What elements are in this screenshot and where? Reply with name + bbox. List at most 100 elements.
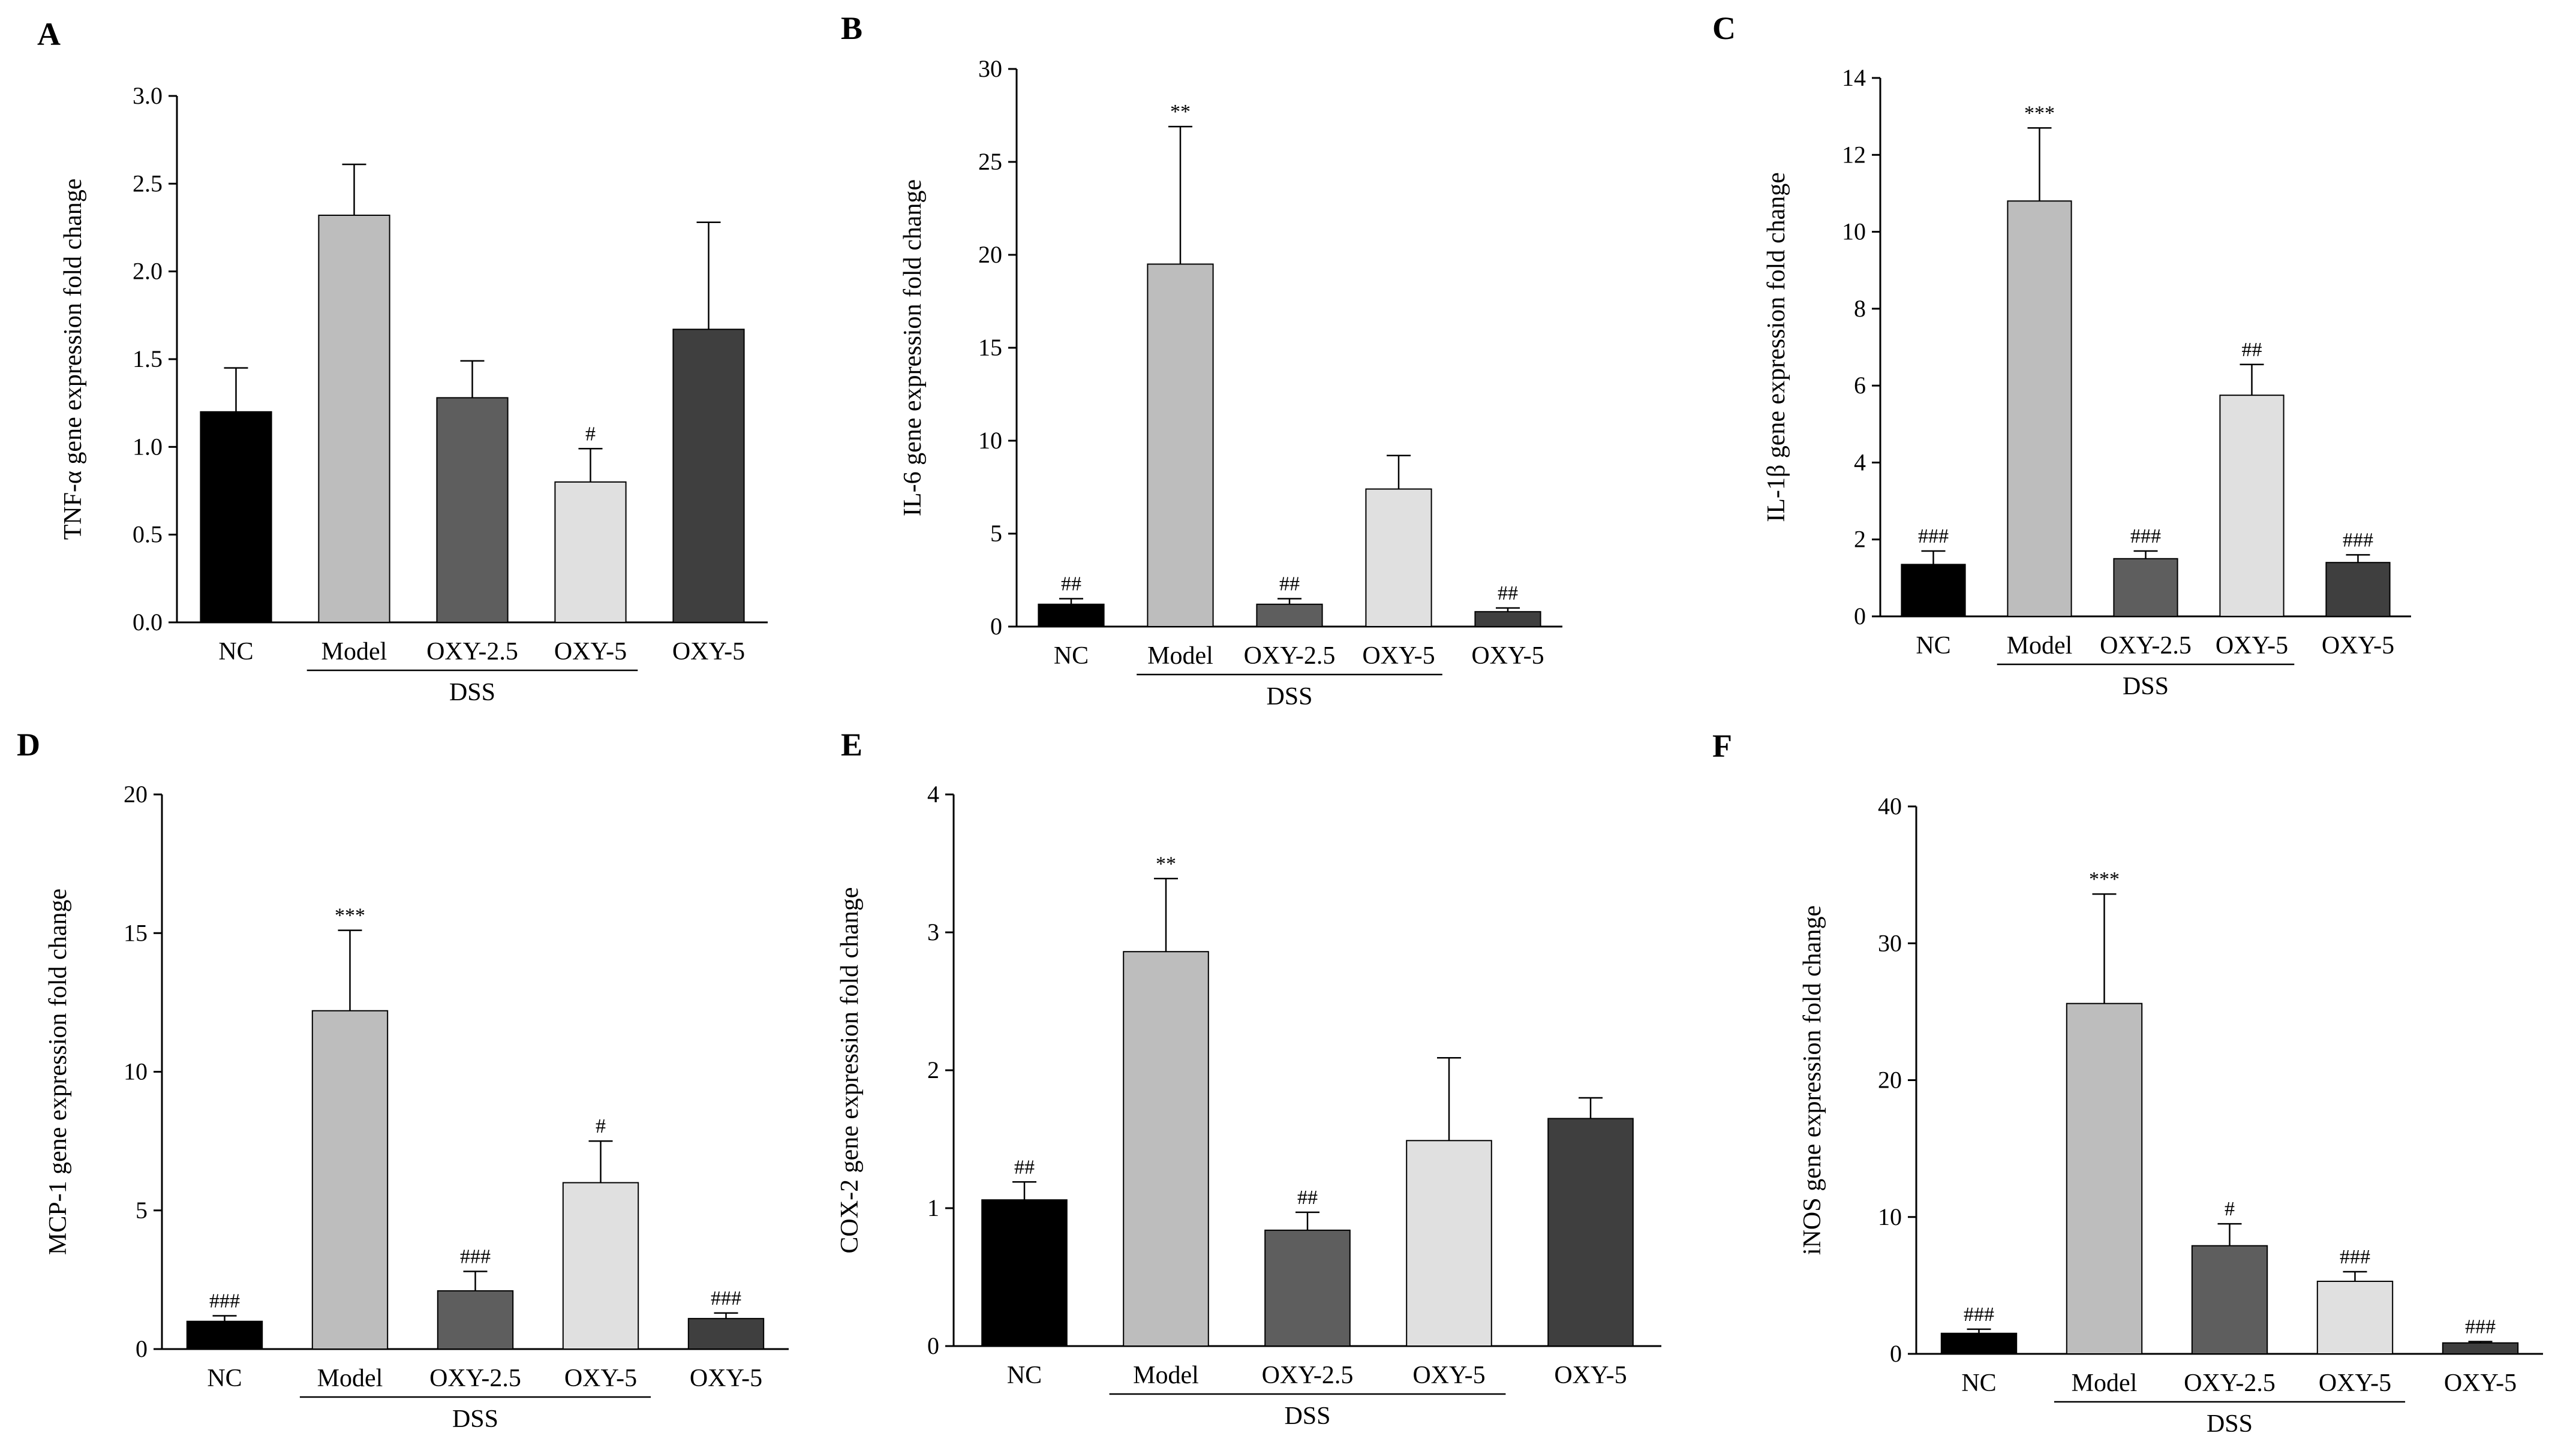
y-tick-label: 15 [124, 919, 148, 946]
y-tick-label: 2.5 [133, 170, 163, 197]
y-tick-label: 10 [1878, 1203, 1902, 1230]
group-label: DSS [1284, 1402, 1330, 1430]
significance-label: ## [1061, 573, 1081, 595]
x-tick-label: Model [1147, 642, 1213, 670]
significance-label: ### [2130, 525, 2161, 547]
y-tick-label: 2 [927, 1056, 939, 1083]
significance-label: *** [2089, 868, 2120, 890]
y-tick-label: 2 [1854, 526, 1866, 553]
y-tick-label: 12 [1842, 141, 1866, 168]
x-tick-label: OXY-2.5 [1244, 642, 1336, 670]
group-label: DSS [1266, 683, 1312, 711]
bar [1264, 1229, 1351, 1347]
bar [2219, 395, 2285, 618]
x-tick-label: NC [207, 1365, 242, 1392]
bar [2325, 562, 2391, 618]
significance-label: ## [1279, 573, 1300, 595]
significance-label: ### [2343, 529, 2373, 551]
x-tick-label: NC [1916, 632, 1950, 660]
x-tick-label: Model [2007, 632, 2073, 660]
significance-label: ### [2340, 1246, 2370, 1268]
x-tick-label: OXY-5 [2319, 1369, 2391, 1397]
chart-panel-d: D 0 5 10 15 20 MCP-1 gene expression fold chan… [17, 727, 789, 1433]
bar [1123, 951, 1209, 1347]
x-tick-label: OXY-5 [1412, 1362, 1485, 1389]
y-tick-label: 4 [1854, 448, 1866, 475]
panel-letter: D [17, 727, 40, 763]
x-tick-label: NC [1961, 1369, 1996, 1397]
y-axis-title: COX-2 gene expression fold change [836, 887, 864, 1253]
y-tick-label: 6 [1854, 372, 1866, 399]
bar [2066, 1003, 2143, 1355]
bar [1474, 611, 1541, 628]
bar [437, 1290, 514, 1350]
group-label: DSS [2123, 673, 2169, 700]
bar [1256, 603, 1323, 627]
significance-label: ** [1170, 101, 1191, 123]
x-tick-label: OXY-5 [554, 638, 627, 666]
y-tick-label: 10 [1842, 218, 1866, 245]
y-tick-label: 40 [1878, 793, 1902, 820]
y-tick-label: 10 [978, 427, 1002, 454]
bar [1365, 488, 1432, 627]
y-tick-label: 14 [1842, 64, 1866, 91]
x-tick-label: OXY-2.5 [1262, 1362, 1354, 1389]
bar [562, 1182, 639, 1350]
x-tick-label: OXY-5 [1471, 642, 1544, 670]
chart-panel-a: A 0.0 0.5 1.0 1.5 2.0 2.5 3.0 TNF-α gene express… [37, 16, 768, 706]
bar [672, 329, 745, 623]
bar [200, 411, 272, 623]
y-tick-label: 8 [1854, 295, 1866, 322]
y-tick-label: 20 [978, 241, 1002, 268]
group-label: DSS [449, 679, 495, 706]
bar [2191, 1245, 2268, 1355]
significance-label: ## [1297, 1187, 1318, 1209]
x-tick-label: NC [1007, 1362, 1042, 1389]
x-tick-label: OXY-5 [2322, 632, 2394, 660]
x-tick-label: OXY-5 [564, 1365, 637, 1392]
y-axis-title: IL-6 gene expression fold change [899, 179, 927, 516]
x-tick-label: OXY-5 [2444, 1369, 2517, 1397]
y-axis-title: MCP-1 gene expression fold change [44, 889, 72, 1255]
group-label: DSS [452, 1405, 498, 1433]
chart-panel-c: C 0 2 4 6 8 10 12 14 IL-1β gene expression fold c… [1712, 10, 2411, 700]
bar [1547, 1118, 1634, 1347]
y-tick-label: 25 [978, 148, 1002, 175]
y-tick-label: 15 [978, 334, 1002, 361]
y-tick-label: 2.0 [133, 258, 163, 285]
bar [1901, 564, 1966, 618]
panel-letter: B [841, 10, 862, 46]
bar [1940, 1332, 2018, 1354]
bar [554, 481, 627, 623]
y-tick-label: 0 [927, 1332, 939, 1359]
y-tick-label: 1.5 [133, 345, 163, 372]
group-label: DSS [2207, 1410, 2253, 1438]
bar [436, 397, 509, 623]
bar [1038, 603, 1105, 627]
y-tick-label: 30 [978, 55, 1002, 82]
panel-letter: F [1712, 728, 1732, 764]
bar [2442, 1342, 2519, 1354]
x-tick-label: OXY-5 [672, 638, 745, 666]
y-axis-title: iNOS gene expression fold change [1799, 905, 1826, 1255]
y-tick-label: 20 [1878, 1067, 1902, 1094]
x-tick-label: OXY-2.5 [2184, 1369, 2276, 1397]
y-tick-label: 4 [927, 781, 939, 808]
y-tick-label: 5 [136, 1197, 148, 1224]
significance-label: ### [1918, 525, 1949, 547]
panels-container: A 0.0 0.5 1.0 1.5 2.0 2.5 3.0 TNF-α gene express… [17, 10, 2543, 1438]
significance-label: ** [1156, 853, 1176, 875]
x-tick-label: Model [317, 1365, 383, 1392]
y-tick-label: 0 [1890, 1340, 1902, 1367]
significance-label: *** [2024, 102, 2055, 124]
y-tick-label: 3.0 [133, 82, 163, 109]
panel-letter: A [37, 16, 61, 52]
chart-panel-e: E 0 1 2 3 4 COX-2 gene expression fold change #… [836, 727, 1661, 1430]
y-tick-label: 0.5 [133, 521, 163, 548]
x-tick-label: OXY-2.5 [429, 1365, 521, 1392]
y-tick-label: 20 [124, 781, 148, 808]
significance-label: ### [460, 1246, 491, 1268]
significance-label: ### [711, 1287, 741, 1309]
significance-label: ### [2465, 1315, 2496, 1338]
